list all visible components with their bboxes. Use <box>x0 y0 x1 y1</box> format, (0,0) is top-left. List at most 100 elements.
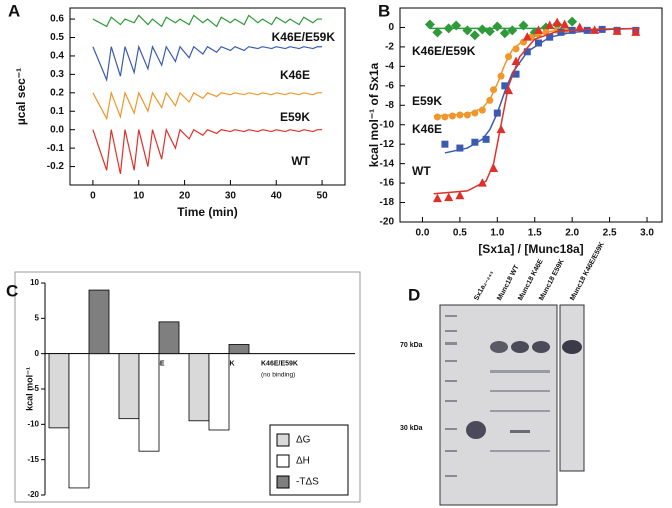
y-tick-label: 0.1 <box>50 106 64 117</box>
x-tick-label: 40 <box>271 191 283 202</box>
point <box>489 163 499 172</box>
point <box>533 25 543 34</box>
point <box>511 56 521 65</box>
bar <box>88 289 110 355</box>
point <box>567 16 578 27</box>
bar <box>68 353 90 489</box>
y-tick-label: -0.1 <box>47 143 65 154</box>
point <box>469 30 480 41</box>
y-tick-label: -15 <box>27 455 39 464</box>
y-tick-label: -2 <box>385 42 394 53</box>
trace <box>92 44 323 83</box>
point <box>433 113 441 121</box>
point <box>493 109 501 117</box>
point <box>557 28 565 36</box>
y-tick-label: 0.5 <box>50 32 64 43</box>
x-tick-label: 30 <box>225 191 237 202</box>
point <box>512 45 520 53</box>
y-tick-label: -6 <box>385 80 394 91</box>
point <box>496 124 506 134</box>
y-tick-label: 0.6 <box>50 14 64 25</box>
bar <box>228 344 250 355</box>
point <box>463 111 471 119</box>
point <box>451 20 462 31</box>
y-axis-label: kcal mol⁻¹ <box>24 367 34 411</box>
y-tick-label: -10 <box>27 419 39 428</box>
panel-c-frame <box>14 271 361 503</box>
trace <box>92 90 323 121</box>
y-tick-label: -0.2 <box>47 161 65 172</box>
point <box>456 111 464 119</box>
panel-letter: B <box>378 1 390 20</box>
y-tick-label: 0 <box>35 349 40 358</box>
point <box>477 24 488 35</box>
y-tick-label: -5 <box>32 384 40 393</box>
marker-label: 70 kDa <box>400 342 423 349</box>
point <box>471 138 479 146</box>
point <box>505 53 513 61</box>
point <box>499 28 510 39</box>
panel-letter: C <box>6 281 18 300</box>
point <box>492 21 503 32</box>
y-tick-label: -4 <box>385 61 394 72</box>
point <box>560 19 570 29</box>
y-tick-label: -18 <box>380 197 395 208</box>
point <box>546 33 554 41</box>
point <box>631 27 641 36</box>
bar <box>158 321 180 355</box>
fit-line <box>433 28 573 117</box>
point <box>518 20 529 31</box>
point <box>432 27 443 38</box>
point <box>462 25 473 36</box>
legend-swatch <box>276 454 290 468</box>
series-label: K46E <box>280 68 310 82</box>
gel-image <box>439 304 585 506</box>
point <box>432 193 442 203</box>
point <box>534 39 542 47</box>
bar <box>118 353 140 420</box>
y-tick-label: -8 <box>385 100 394 111</box>
point <box>478 106 486 114</box>
x-tick-label: 50 <box>317 191 329 202</box>
x-tick-label: 1.0 <box>490 228 504 239</box>
series-label: K46E/E59K <box>412 44 476 58</box>
legend-label: ΔG <box>296 435 311 446</box>
panel-letter: D <box>408 285 420 304</box>
point <box>552 17 562 27</box>
fit-line <box>444 27 640 154</box>
point <box>471 109 479 117</box>
x-tick-label: 0 <box>90 191 96 202</box>
point <box>477 178 487 187</box>
point <box>497 72 505 80</box>
point <box>507 25 518 36</box>
x-tick-label: 0.5 <box>453 228 467 239</box>
point <box>490 86 498 94</box>
point <box>583 26 591 34</box>
x-tick-label: 2.0 <box>565 228 579 239</box>
y-tick-label: -12 <box>380 139 395 150</box>
point <box>512 70 520 78</box>
point <box>441 140 449 148</box>
point <box>456 144 464 152</box>
series-label: WT <box>291 154 310 168</box>
y-tick-label: 0.4 <box>50 51 64 62</box>
point <box>523 48 531 56</box>
series-label: WT <box>412 164 431 178</box>
point <box>522 32 532 41</box>
point <box>486 96 494 104</box>
point <box>612 26 622 35</box>
trace <box>92 127 323 175</box>
point <box>484 26 495 37</box>
panel-letter: A <box>8 1 20 20</box>
point <box>590 25 600 34</box>
trace <box>92 14 323 28</box>
plot-frame <box>399 7 663 223</box>
bar <box>188 353 210 422</box>
y-tick-label: -20 <box>380 217 395 228</box>
annotation: (no binding) <box>261 371 295 378</box>
marker-label: 30 kDa <box>400 425 423 432</box>
y-tick-label: 10 <box>30 278 39 287</box>
y-tick-label: -14 <box>380 158 395 169</box>
x-axis-label: [Sx1a] / [Munc18a] <box>478 242 583 256</box>
y-axis-label: µcal sec⁻¹ <box>14 68 28 125</box>
